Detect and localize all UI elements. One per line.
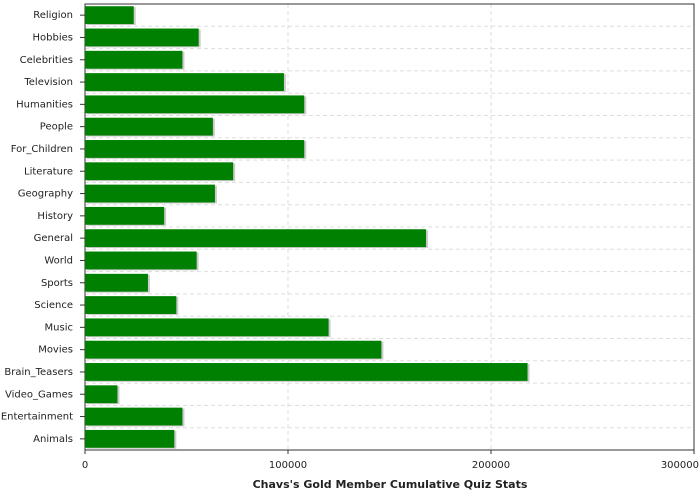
bar [85, 385, 118, 404]
bar [85, 296, 177, 314]
bar [85, 50, 183, 69]
y-tick-label: Geography [18, 189, 73, 200]
bar [85, 95, 305, 114]
x-tick-label: 200000 [472, 460, 510, 471]
plot-frame [84, 3, 695, 451]
bar [85, 162, 234, 181]
bar [85, 73, 284, 91]
y-tick-label: Humanities [16, 99, 73, 110]
bar [85, 28, 199, 47]
bar [85, 340, 382, 359]
bar [85, 117, 213, 136]
y-tick-label: People [40, 122, 73, 133]
y-tick-label: Animals [33, 434, 73, 445]
chart-title: Chavs's Gold Member Cumulative Quiz Stat… [253, 478, 528, 491]
x-tick-label: 0 [82, 460, 88, 471]
y-tick-label: Entertainment [1, 412, 73, 423]
bar [85, 206, 165, 225]
bar [85, 140, 305, 158]
y-tick-label: Music [45, 322, 73, 333]
bar [85, 363, 528, 381]
bar [85, 429, 175, 448]
y-tick-label: Celebrities [20, 55, 73, 66]
y-tick-label: Television [23, 77, 73, 88]
bar [85, 229, 427, 248]
x-tick-label: 300000 [661, 460, 699, 471]
y-tick-label: Literature [24, 166, 73, 177]
y-tick-label: Video_Games [5, 389, 73, 400]
y-tick-label: For_Children [11, 144, 73, 155]
y-tick-label: Hobbies [33, 32, 73, 43]
x-tick-label: 100000 [269, 460, 307, 471]
y-tick-label: Movies [38, 345, 73, 356]
bar [85, 184, 215, 203]
y-tick-label: Religion [33, 10, 73, 21]
y-tick-label: World [44, 255, 73, 266]
y-tick-label: History [37, 211, 73, 222]
y-tick-label: Science [34, 300, 73, 311]
bar [85, 407, 183, 426]
bar [85, 273, 148, 292]
bar [85, 318, 329, 337]
y-tick-label: General [34, 233, 73, 244]
y-tick-label: Brain_Teasers [4, 367, 73, 378]
bar [85, 251, 197, 270]
y-tick-label: Sports [41, 278, 73, 289]
bar [85, 6, 134, 25]
